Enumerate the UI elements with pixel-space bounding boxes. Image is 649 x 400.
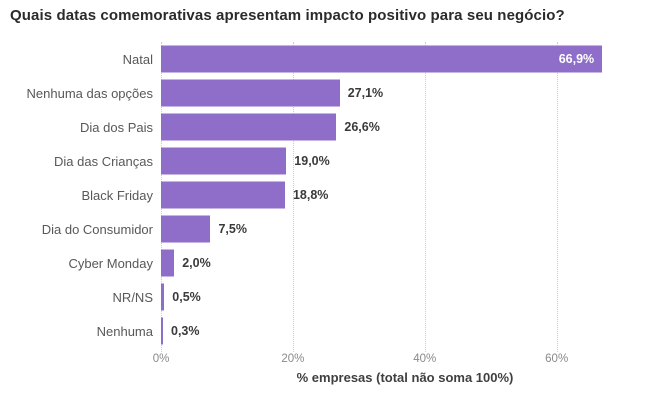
value-label: 19,0% xyxy=(294,154,330,168)
gridline xyxy=(556,42,558,352)
category-label: Dia dos Pais xyxy=(80,119,153,135)
bar-track: 19,0% xyxy=(161,144,649,178)
bar xyxy=(161,45,603,73)
bar-track: 0,5% xyxy=(161,280,649,314)
value-label: 18,8% xyxy=(292,188,329,202)
bar-row: Dia dos Pais 26,6% xyxy=(0,110,649,144)
x-tick-label: 40% xyxy=(413,353,437,365)
x-tick-label: 0% xyxy=(152,353,170,365)
category-label: Black Friday xyxy=(81,187,153,203)
bar xyxy=(161,249,175,277)
bar-track: 0,3% xyxy=(161,314,649,348)
bar-row: Black Friday 18,8% xyxy=(0,178,649,212)
category-label: Dia das Crianças xyxy=(54,153,153,169)
bar xyxy=(161,79,340,107)
bar-row: Dia do Consumidor 7,5% xyxy=(0,212,649,246)
bar-track: 66,9% xyxy=(161,42,649,76)
bar-row: NR/NS 0,5% xyxy=(0,280,649,314)
x-tick-label: 60% xyxy=(545,353,569,365)
bar-row: Nenhuma 0,3% xyxy=(0,314,649,348)
chart-title: Quais datas comemorativas apresentam imp… xyxy=(10,7,565,24)
bar-row: Nenhuma das opções 27,1% xyxy=(0,76,649,110)
value-label: 26,6% xyxy=(344,120,380,134)
category-label: Cyber Monday xyxy=(68,255,153,271)
bar-track: 18,8% xyxy=(161,178,649,212)
bar-row: Dia das Crianças 19,0% xyxy=(0,144,649,178)
category-label: Natal xyxy=(122,51,153,67)
x-tick-label: 20% xyxy=(281,353,305,365)
bar xyxy=(161,215,211,243)
value-label: 2,0% xyxy=(182,256,211,270)
gridline xyxy=(292,42,294,352)
bar xyxy=(161,147,287,175)
bars-area: Natal 66,9% Nenhuma das opções 27,1% Dia dos… xyxy=(0,42,649,348)
bar xyxy=(161,113,337,141)
bar xyxy=(161,317,163,345)
category-label: Nenhuma xyxy=(96,323,153,339)
bar-row: Natal 66,9% xyxy=(0,42,649,76)
bar-track: 27,1% xyxy=(161,76,649,110)
value-label: 0,3% xyxy=(171,324,200,338)
bar-track: 7,5% xyxy=(161,212,649,246)
value-label: 66,9% xyxy=(558,52,595,66)
gridline xyxy=(424,42,426,352)
category-label: Nenhuma das opções xyxy=(26,85,153,101)
bar xyxy=(161,283,165,311)
bar-track: 26,6% xyxy=(161,110,649,144)
x-axis-ticks: 0% 20% 40% 60% xyxy=(153,353,649,369)
bar-row: Cyber Monday 2,0% xyxy=(0,246,649,280)
category-label: Dia do Consumidor xyxy=(41,221,153,237)
value-label: 0,5% xyxy=(172,290,201,304)
bar xyxy=(161,181,285,209)
bar-track: 2,0% xyxy=(161,246,649,280)
category-label: NR/NS xyxy=(112,289,153,305)
x-axis-label: % empresas (total não soma 100%) xyxy=(296,370,514,385)
value-label: 27,1% xyxy=(347,86,384,100)
value-label: 7,5% xyxy=(218,222,247,236)
